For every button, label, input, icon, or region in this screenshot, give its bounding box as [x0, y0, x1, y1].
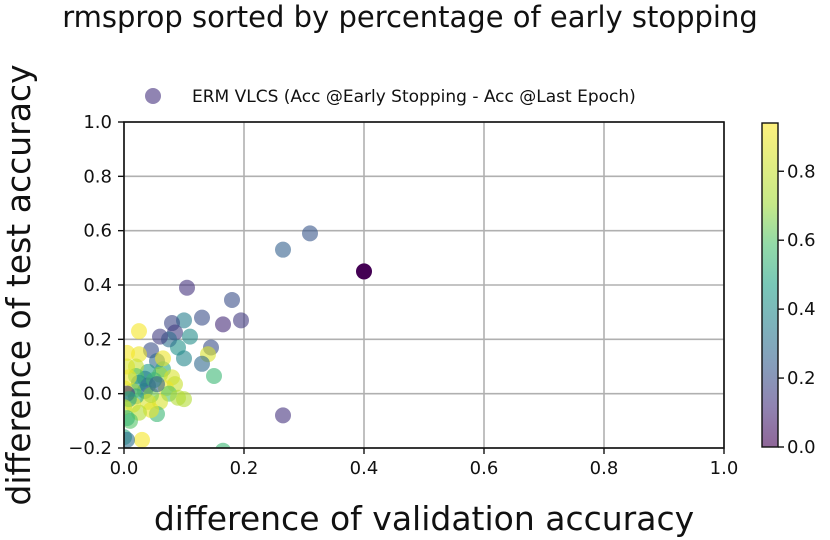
scatter-point — [152, 328, 168, 345]
scatter-point — [124, 344, 135, 361]
scatter-point — [182, 328, 198, 345]
y-tick-label: 0.2 — [83, 329, 112, 350]
x-tick-label: 0.2 — [230, 458, 259, 479]
x-tick-label: 1.0 — [710, 458, 739, 479]
scatter-point — [176, 350, 192, 367]
x-axis-label: difference of validation accuracy — [154, 499, 694, 538]
scatter-point — [155, 350, 171, 367]
scatter-point — [215, 316, 231, 333]
scatter-point — [134, 431, 150, 448]
scatter-point — [176, 312, 192, 329]
scatter-point — [233, 312, 249, 329]
colorbar-gradient — [762, 123, 778, 447]
x-ticks: 0.0 0.2 0.4 0.6 0.8 1.0 — [110, 448, 739, 479]
x-tick-label: 0.4 — [350, 458, 379, 479]
scatter-point — [131, 323, 147, 340]
y-tick-label: 0.0 — [83, 384, 112, 405]
colorbar-tick-label: 0.6 — [787, 230, 816, 251]
x-tick-label: 0.0 — [110, 458, 139, 479]
scatter-point — [302, 225, 318, 242]
y-axis-label: difference of test accuracy — [0, 64, 38, 505]
colorbar-tick-label: 0.0 — [787, 437, 816, 458]
chart-title: rmsprop sorted by percentage of early st… — [62, 0, 758, 34]
legend: ERM VLCS (Acc @Early Stopping - Acc @Las… — [145, 87, 636, 107]
scatter-point — [131, 346, 147, 363]
scatter-point — [356, 263, 372, 280]
legend-marker — [145, 88, 161, 104]
scatter-point — [124, 410, 135, 427]
scatter-point — [149, 376, 165, 393]
colorbar-tick-label: 0.8 — [787, 161, 816, 182]
scatter-point — [224, 291, 240, 308]
y-ticks: −0.2 0.0 0.2 0.4 0.6 0.8 1.0 — [68, 112, 124, 459]
colorbar-ticks: 0.0 0.2 0.4 0.6 0.8 — [778, 161, 816, 458]
y-tick-label: 0.4 — [83, 275, 112, 296]
y-tick-label: 0.6 — [83, 221, 112, 242]
scatter-point — [176, 391, 192, 408]
scatter-point — [215, 442, 231, 448]
scatter-point — [140, 393, 156, 410]
legend-label: ERM VLCS (Acc @Early Stopping - Acc @Las… — [192, 87, 636, 107]
scatter-point — [179, 279, 195, 296]
colorbar-tick-label: 0.4 — [787, 299, 816, 320]
scatter-point — [206, 368, 222, 385]
colorbar: 0.0 0.2 0.4 0.6 0.8 — [761, 122, 816, 458]
scatter-point — [194, 355, 210, 372]
colorbar-frame — [761, 122, 779, 448]
scatter-point — [124, 431, 135, 448]
x-tick-label: 0.6 — [470, 458, 499, 479]
y-tick-label: −0.2 — [68, 438, 112, 459]
y-tick-label: 0.8 — [83, 166, 112, 187]
x-tick-label: 0.8 — [590, 458, 619, 479]
grid-lines — [123, 121, 725, 449]
scatter-point — [194, 309, 210, 326]
data-points — [124, 225, 372, 448]
scatter-point — [275, 241, 291, 258]
colorbar-tick-label: 0.2 — [787, 368, 816, 389]
y-tick-label: 1.0 — [83, 112, 112, 133]
scatter-point — [275, 407, 291, 424]
